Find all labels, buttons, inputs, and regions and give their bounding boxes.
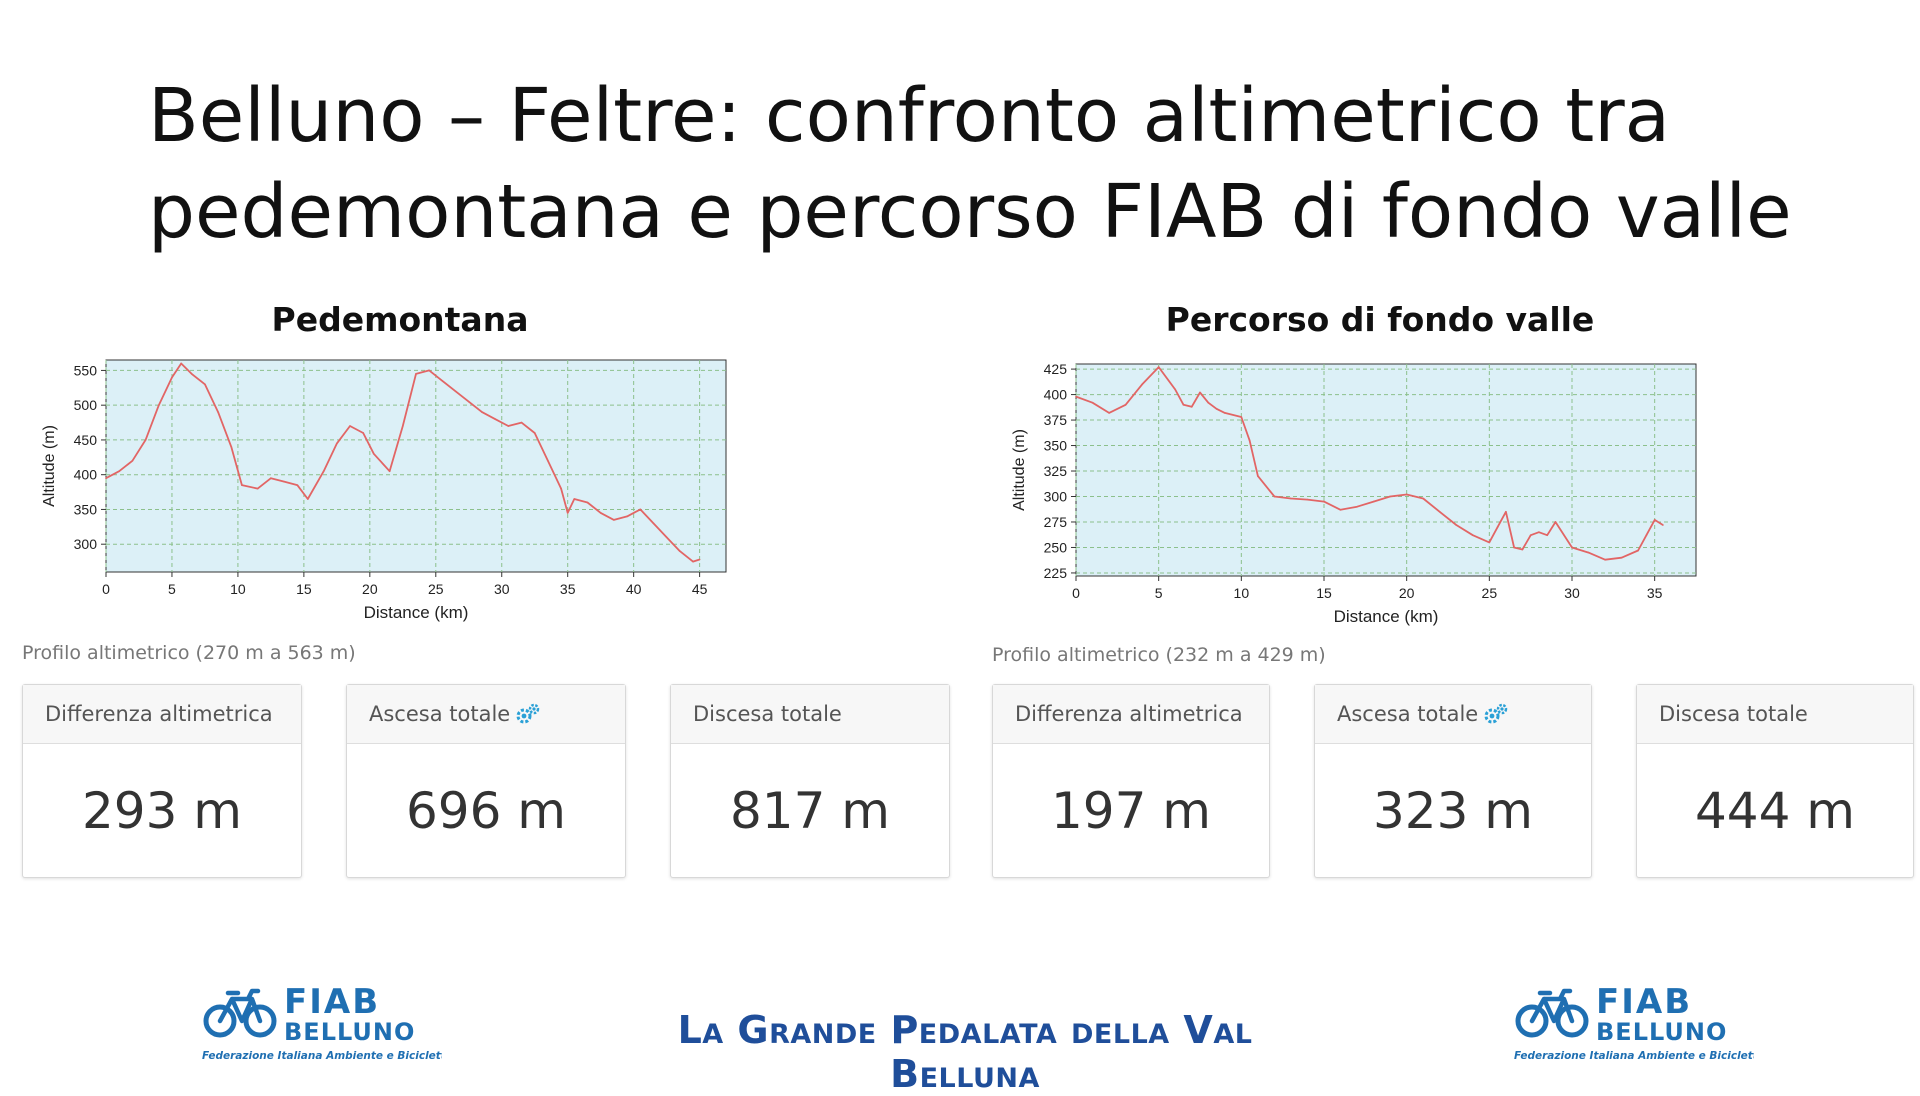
stat-header: Differenza altimetrica [23, 685, 301, 744]
pedemontana-stat-card-total-ascent: Ascesa totale 696 m [346, 684, 626, 878]
pedemontana-x-tick-label: 25 [428, 581, 444, 597]
pedemontana-x-tick-label: 30 [494, 581, 510, 597]
fondo-valle-y-tick-label: 300 [1044, 489, 1068, 505]
fondo-valle-y-tick-label: 250 [1044, 539, 1068, 555]
stat-label: Discesa totale [1659, 702, 1808, 726]
pedemontana-elevation-chart: 0 5 10 15 20 25 30 35 40 45 300 350 400 450 500 550 Dist… [41, 359, 727, 622]
stat-label: Differenza altimetrica [45, 702, 273, 726]
stat-header: Ascesa totale [347, 685, 625, 744]
pedemontana-x-tick-label: 40 [626, 581, 642, 597]
pedemontana-y-tick-label: 550 [74, 362, 98, 378]
fondo-valle-stat-card-total-ascent: Ascesa totale 323 m [1314, 684, 1592, 878]
fondo-valle-x-tick-label: 15 [1316, 585, 1332, 601]
fondo-valle-profile-caption: Profilo altimetrico (232 m a 429 m) [992, 644, 1326, 666]
stat-value: 197 m [1050, 782, 1212, 840]
pedemontana-y-tick-label: 500 [74, 397, 98, 413]
pedemontana-x-axis-label: Distance (km) [364, 603, 469, 622]
bicycle-icon [203, 988, 277, 1038]
pedemontana-y-tick-label: 300 [74, 536, 98, 552]
fondo-valle-x-tick-label: 25 [1482, 585, 1498, 601]
pedemontana-x-tick-label: 5 [168, 581, 176, 597]
fondo-valle-plot-area [1075, 363, 1697, 577]
pedemontana-profile-caption: Profilo altimetrico (270 m a 563 m) [22, 642, 356, 664]
stat-header: Differenza altimetrica [993, 685, 1269, 744]
bicycle-icon [1515, 988, 1589, 1038]
pedemontana-x-tick-label: 15 [296, 581, 312, 597]
pedemontana-x-tick-label: 0 [102, 581, 110, 597]
footer-event-title: La Grande Pedalata della Val Belluna [677, 1008, 1253, 1096]
stat-value: 323 m [1372, 782, 1534, 840]
pedemontana-stat-card-elevation-difference: Differenza altimetrica 293 m [22, 684, 302, 878]
logo-tagline: Federazione Italiana Ambiente e Biciclet… [1514, 1050, 1754, 1062]
stat-value: 696 m [405, 782, 567, 840]
slide-title-line2: pedemontana e percorso FIAB di fondo val… [148, 169, 1792, 255]
fondo-valle-heading: Percorso di fondo valle [1165, 300, 1595, 339]
fondo-valle-elevation-chart: 0 5 10 15 20 25 30 35 225 250 275 300 325 350 375 400 42… [1011, 361, 1697, 626]
stat-label: Ascesa totale [1337, 702, 1479, 726]
fondo-valle-y-tick-label: 225 [1044, 565, 1068, 581]
pedemontana-x-tick-label: 35 [560, 581, 576, 597]
slide-title-line1: Belluno – Feltre: confronto altimetrico … [148, 73, 1670, 159]
pedemontana-x-tick-label: 10 [230, 581, 246, 597]
fondo-valle-x-tick-label: 30 [1564, 585, 1580, 601]
fondo-valle-x-tick-label: 5 [1155, 585, 1163, 601]
gears-icon[interactable] [1484, 703, 1508, 725]
pedemontana-y-tick-label: 450 [74, 432, 98, 448]
fondo-valle-x-tick-label: 20 [1399, 585, 1415, 601]
stat-header: Ascesa totale [1315, 685, 1591, 744]
stat-value: 444 m [1694, 782, 1856, 840]
stat-value: 817 m [729, 782, 891, 840]
stat-label: Ascesa totale [369, 702, 511, 726]
stat-label: Differenza altimetrica [1015, 702, 1243, 726]
fondo-valle-y-tick-label: 375 [1044, 412, 1068, 428]
pedemontana-elevation-line [105, 362, 700, 563]
slide-title: Belluno – Feltre: confronto altimetrico … [148, 68, 1798, 260]
fondo-valle-y-tick-label: 350 [1044, 438, 1068, 454]
fondo-valle-stat-card-elevation-difference: Differenza altimetrica 197 m [992, 684, 1270, 878]
stat-label: Discesa totale [693, 702, 842, 726]
fondo-valle-x-tick-label: 0 [1072, 585, 1080, 601]
logo-name: FIAB [284, 985, 380, 1022]
fondo-valle-x-axis-label: Distance (km) [1334, 607, 1439, 626]
fondo-valle-y-tick-label: 400 [1044, 387, 1068, 403]
pedemontana-x-tick-label: 20 [362, 581, 378, 597]
fondo-valle-y-tick-label: 275 [1044, 514, 1068, 530]
gears-icon[interactable] [516, 703, 540, 725]
fondo-valle-x-tick-label: 35 [1647, 585, 1663, 601]
pedemontana-y-axis-label: Altitude (m) [41, 425, 58, 507]
stat-header: Discesa totale [671, 685, 949, 744]
pedemontana-y-tick-label: 400 [74, 467, 98, 483]
fondo-valle-y-tick-label: 425 [1044, 361, 1068, 377]
fondo-valle-y-axis-label: Altitude (m) [1011, 429, 1028, 511]
pedemontana-stat-card-total-descent: Discesa totale 817 m [670, 684, 950, 878]
pedemontana-x-tick-label: 45 [692, 581, 708, 597]
fondo-valle-stat-card-total-descent: Discesa totale 444 m [1636, 684, 1914, 878]
fondo-valle-elevation-line [1075, 366, 1664, 561]
logo-name: FIAB [1596, 985, 1692, 1022]
fondo-valle-x-tick-label: 10 [1234, 585, 1250, 601]
pedemontana-plot-area [105, 359, 727, 573]
logo-tagline: Federazione Italiana Ambiente e Biciclet… [202, 1050, 442, 1062]
stat-header: Discesa totale [1637, 685, 1913, 744]
pedemontana-y-tick-label: 350 [74, 501, 98, 517]
stat-value: 293 m [81, 782, 243, 840]
pedemontana-heading: Pedemontana [271, 300, 529, 339]
fondo-valle-y-tick-label: 325 [1044, 463, 1068, 479]
logo-city: BELLUNO [1596, 1018, 1727, 1046]
logo-city: BELLUNO [284, 1018, 415, 1046]
